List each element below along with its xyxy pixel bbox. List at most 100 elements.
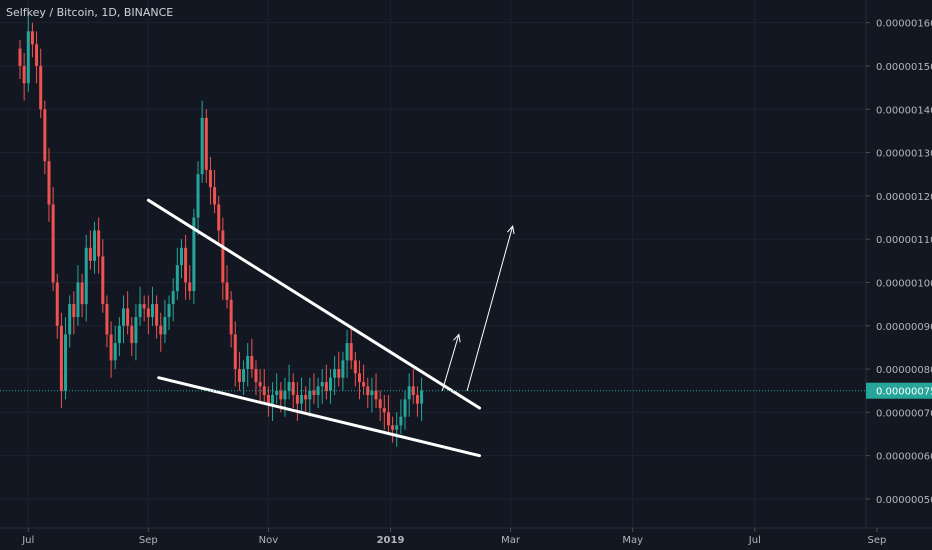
resistance-trendline[interactable]	[146, 198, 482, 410]
candle[interactable]	[39, 48, 43, 118]
candle[interactable]	[26, 14, 30, 92]
candle[interactable]	[233, 321, 237, 387]
candle[interactable]	[117, 317, 121, 357]
candle[interactable]	[374, 373, 378, 409]
price-axis[interactable]: 0.00000050 0.00000060 0.00000070 0.00000080…	[865, 0, 932, 550]
candle[interactable]	[411, 369, 415, 404]
candle[interactable]	[229, 291, 233, 348]
candle[interactable]	[142, 295, 146, 322]
candle[interactable]	[407, 373, 411, 417]
candle[interactable]	[105, 295, 109, 348]
candle[interactable]	[308, 377, 312, 417]
candle[interactable]	[291, 373, 295, 409]
candle[interactable]	[320, 369, 324, 404]
candle[interactable]	[341, 351, 345, 391]
candle[interactable]	[329, 369, 332, 404]
candle[interactable]	[283, 377, 287, 417]
candle[interactable]	[80, 273, 84, 318]
candle[interactable]	[130, 317, 134, 357]
candle[interactable]	[312, 373, 316, 404]
candle[interactable]	[122, 295, 125, 344]
candle[interactable]	[113, 325, 117, 370]
candle[interactable]	[150, 286, 154, 326]
candle[interactable]	[196, 161, 200, 235]
candle[interactable]	[250, 338, 254, 378]
candle[interactable]	[84, 234, 88, 322]
candle[interactable]	[97, 217, 101, 274]
candle[interactable]	[55, 273, 59, 339]
candle[interactable]	[304, 386, 308, 413]
candle[interactable]	[275, 373, 279, 404]
candle[interactable]	[72, 291, 76, 335]
candle[interactable]	[35, 31, 39, 84]
candle[interactable]	[101, 239, 105, 313]
candle[interactable]	[353, 351, 357, 387]
candle[interactable]	[204, 109, 208, 183]
candle[interactable]	[246, 343, 250, 387]
candle[interactable]	[167, 295, 171, 331]
candle[interactable]	[221, 217, 225, 300]
candle[interactable]	[155, 295, 159, 339]
candle[interactable]	[324, 364, 328, 400]
candle[interactable]	[159, 312, 163, 352]
candle[interactable]	[76, 265, 80, 326]
candle[interactable]	[370, 377, 374, 413]
candle[interactable]	[171, 278, 175, 322]
candle[interactable]	[126, 291, 130, 335]
candle[interactable]	[175, 247, 179, 300]
candle[interactable]	[88, 230, 92, 270]
time-axis[interactable]: Jul Sep Nov 2019 Mar May Jul Sep	[0, 527, 932, 550]
candle[interactable]	[403, 390, 407, 430]
candle[interactable]	[242, 360, 246, 396]
candle[interactable]	[378, 390, 382, 422]
candle[interactable]	[357, 360, 361, 400]
target-arrow-long[interactable]	[466, 225, 515, 391]
candle[interactable]	[64, 317, 68, 400]
candle[interactable]	[109, 321, 113, 378]
candle[interactable]	[386, 395, 390, 435]
candle[interactable]	[254, 360, 258, 396]
candle[interactable]	[93, 221, 97, 274]
candle[interactable]	[59, 312, 63, 409]
candle[interactable]	[345, 330, 349, 378]
candle[interactable]	[337, 351, 341, 387]
candle[interactable]	[395, 412, 399, 447]
candle[interactable]	[295, 382, 299, 422]
candle[interactable]	[134, 304, 138, 361]
candle[interactable]	[179, 239, 183, 279]
candle[interactable]	[287, 364, 291, 400]
target-arrow-short[interactable]	[441, 333, 461, 391]
candle[interactable]	[420, 377, 424, 422]
candle[interactable]	[258, 369, 262, 404]
candle[interactable]	[225, 265, 229, 309]
candle[interactable]	[349, 325, 353, 370]
candle[interactable]	[362, 364, 366, 396]
candle[interactable]	[68, 295, 72, 348]
candle[interactable]	[208, 156, 212, 205]
trendline-drawings[interactable]	[146, 198, 515, 458]
candle[interactable]	[184, 234, 188, 300]
candle[interactable]	[138, 286, 142, 326]
candle[interactable]	[146, 295, 150, 335]
candle[interactable]	[399, 399, 403, 435]
candle[interactable]	[30, 22, 34, 58]
candle[interactable]	[237, 351, 241, 391]
candle[interactable]	[163, 299, 167, 344]
candle[interactable]	[217, 195, 221, 244]
candle[interactable]	[213, 169, 217, 214]
candle[interactable]	[382, 395, 386, 430]
candle[interactable]	[333, 356, 337, 396]
candle[interactable]	[300, 377, 304, 413]
candle[interactable]	[47, 148, 51, 222]
candle[interactable]	[51, 187, 55, 292]
candle[interactable]	[188, 265, 192, 300]
candle[interactable]	[200, 100, 204, 183]
candle[interactable]	[366, 377, 370, 409]
candle[interactable]	[43, 100, 47, 175]
candle[interactable]	[415, 386, 419, 417]
candle[interactable]	[192, 208, 196, 305]
candle[interactable]	[18, 39, 22, 79]
candle[interactable]	[266, 386, 270, 417]
candle[interactable]	[22, 52, 26, 101]
